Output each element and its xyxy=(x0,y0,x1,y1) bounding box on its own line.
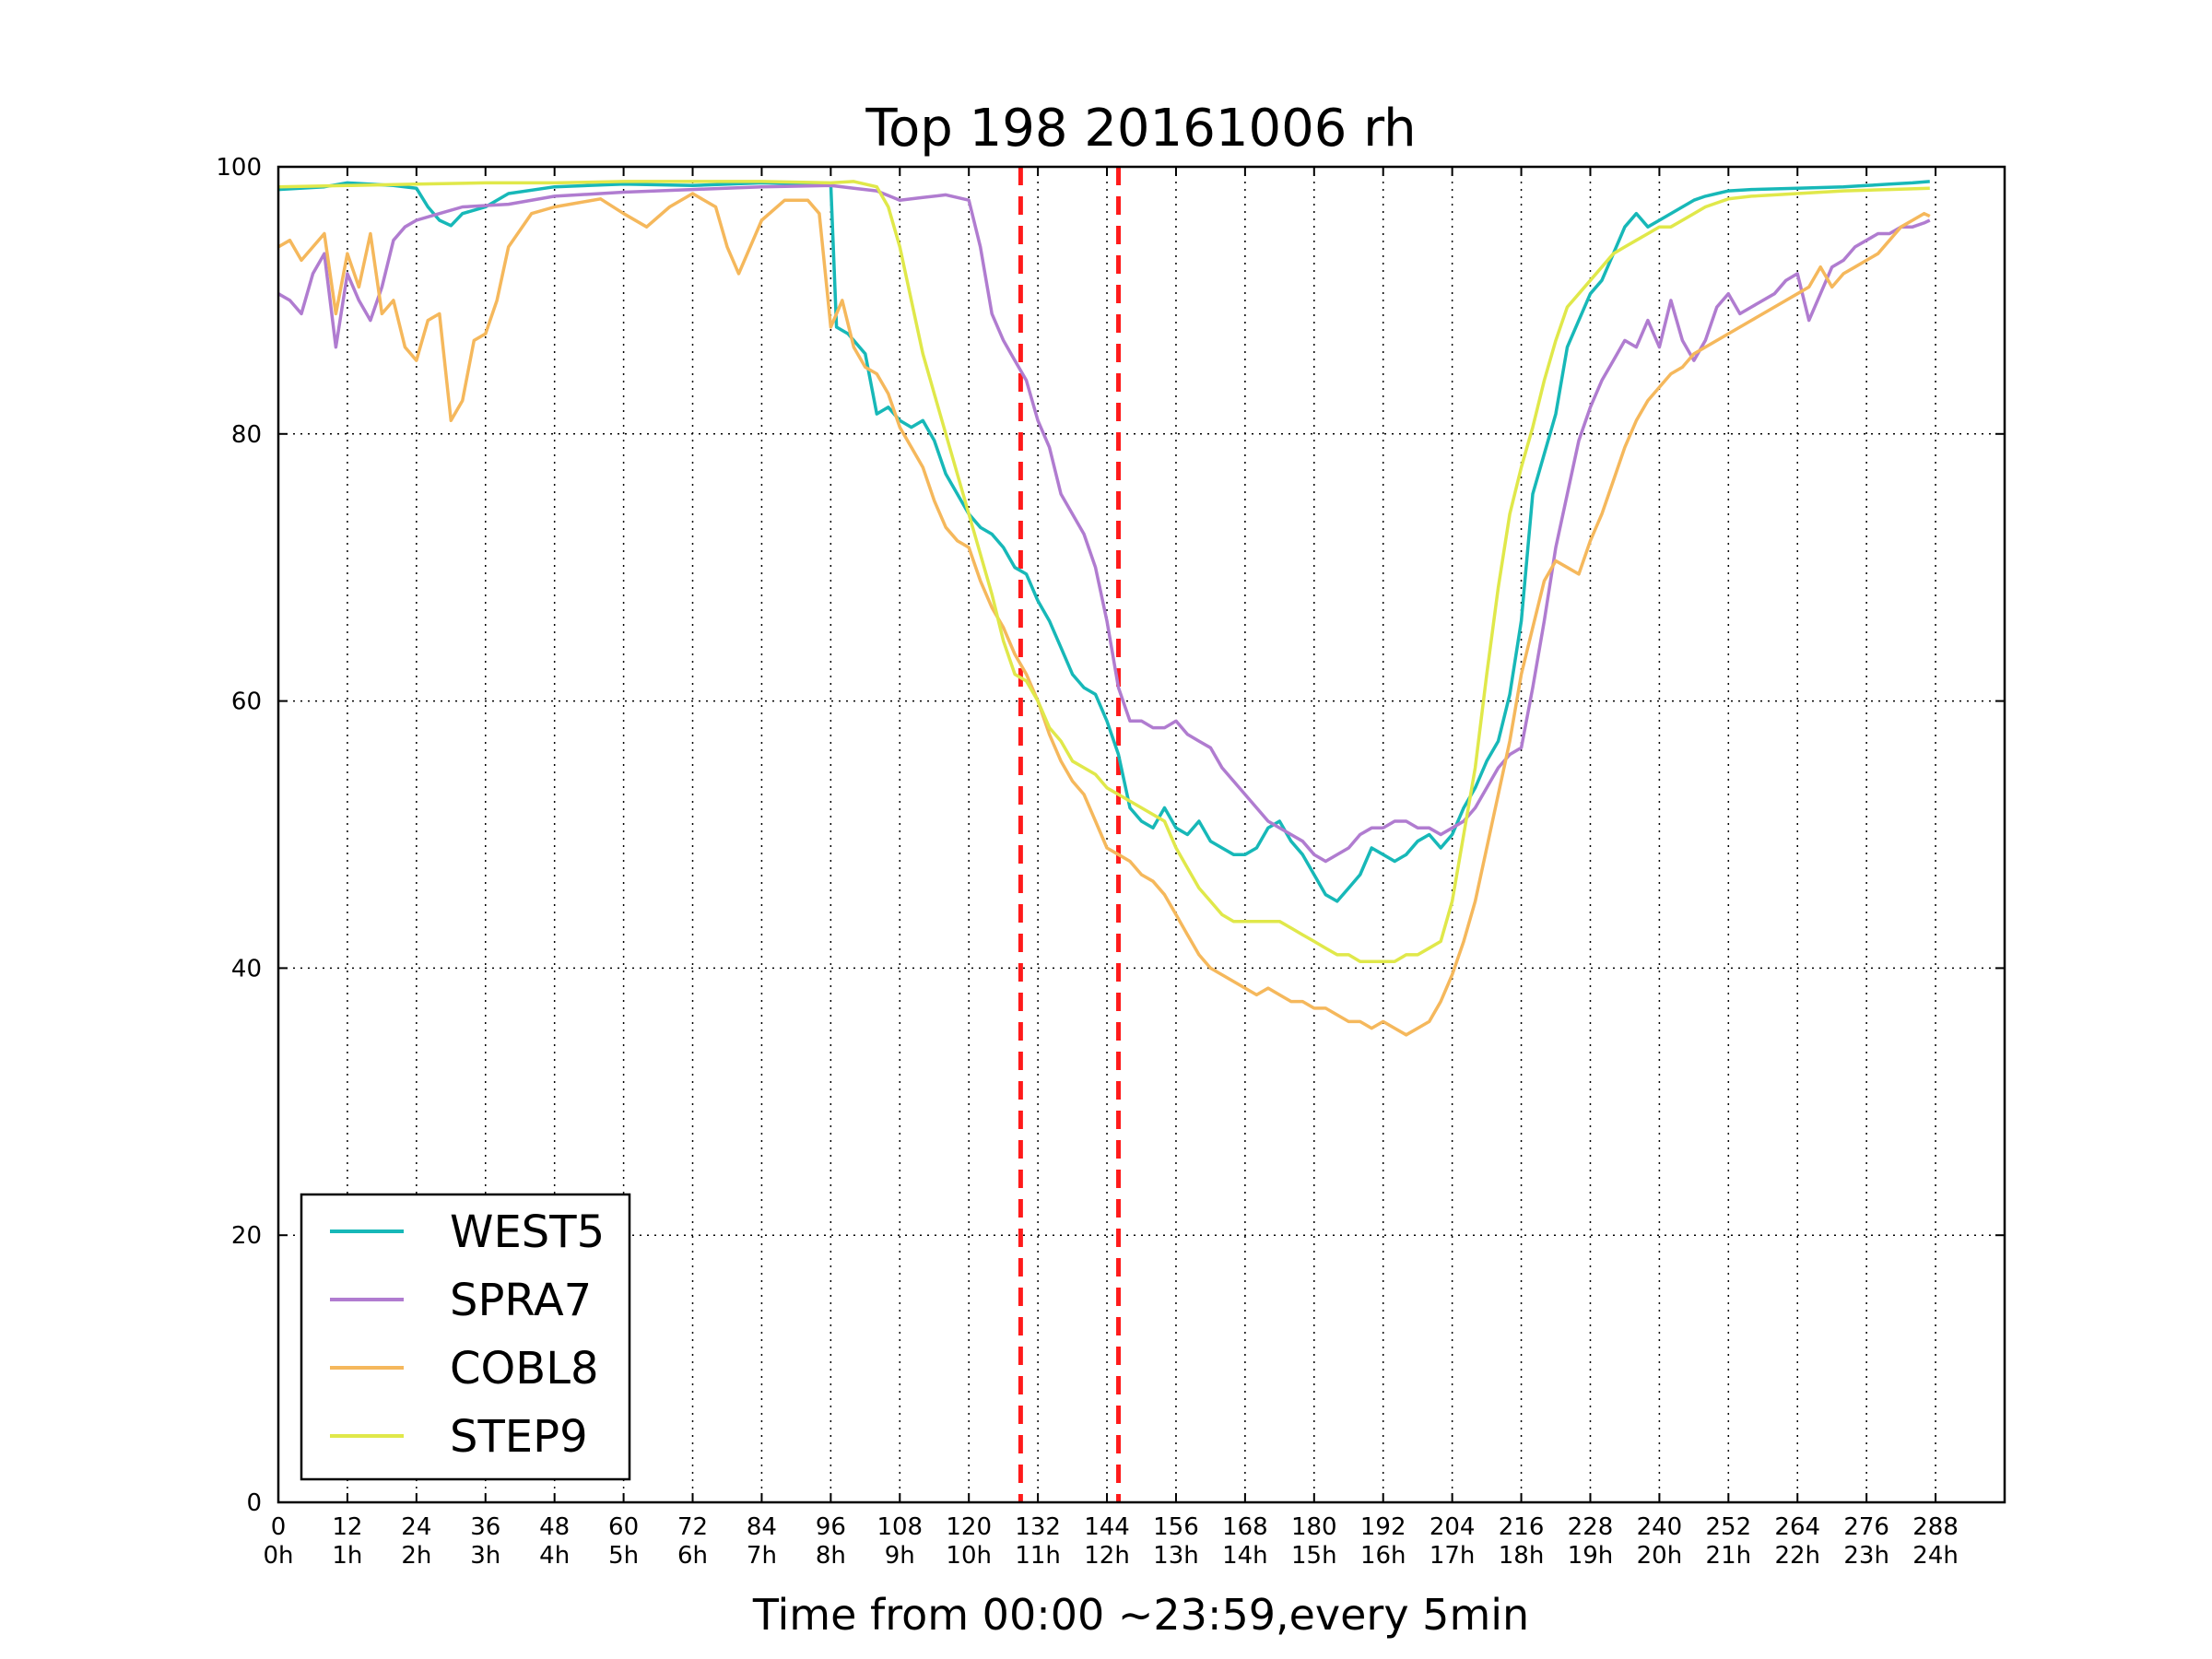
x-tick-label-hour: 10h xyxy=(946,1542,992,1570)
x-tick-label: 252 xyxy=(1705,1513,1751,1541)
y-tick-label: 100 xyxy=(216,154,262,182)
x-tick-label-hour: 2h xyxy=(401,1542,431,1570)
x-tick-label: 228 xyxy=(1568,1513,1614,1541)
x-tick-label: 120 xyxy=(946,1513,992,1541)
x-tick-label-hour: 21h xyxy=(1706,1542,1752,1570)
x-tick-label: 264 xyxy=(1774,1513,1820,1541)
x-tick-label: 288 xyxy=(1912,1513,1959,1541)
x-tick-label-hour: 5h xyxy=(608,1542,639,1570)
x-tick-label-hour: 19h xyxy=(1568,1542,1614,1570)
x-tick-label: 180 xyxy=(1291,1513,1337,1541)
x-tick-label: 96 xyxy=(816,1513,846,1541)
x-tick-label: 132 xyxy=(1015,1513,1061,1541)
x-tick-label-hour: 8h xyxy=(816,1542,846,1570)
plot-frame xyxy=(276,165,2006,1504)
x-tick-label-hour: 20h xyxy=(1637,1542,1683,1570)
legend-label-cobl8: COBL8 xyxy=(450,1343,599,1394)
x-tick-label-hour: 14h xyxy=(1222,1542,1268,1570)
x-tick-label: 12 xyxy=(332,1513,362,1541)
x-axis-label: Time from 00:00 ~23:59,every 5min xyxy=(752,1590,1529,1640)
x-tick-label: 144 xyxy=(1084,1513,1130,1541)
x-tick-label-hour: 24h xyxy=(1912,1542,1959,1570)
chart-title: Top 198 20161006 rh xyxy=(865,99,1416,159)
series-line-spra7 xyxy=(277,183,1931,864)
x-tick-label-hour: 4h xyxy=(539,1542,570,1570)
y-tick-label: 60 xyxy=(231,688,262,716)
x-tick-label-hour: 23h xyxy=(1843,1542,1889,1570)
y-tick-label: 0 xyxy=(246,1489,262,1517)
x-tick-label: 240 xyxy=(1637,1513,1683,1541)
x-tick-label-hour: 7h xyxy=(747,1542,777,1570)
x-tick-label-hour: 17h xyxy=(1430,1542,1476,1570)
x-tick-label-hour: 0h xyxy=(263,1542,293,1570)
x-tick-label: 84 xyxy=(747,1513,777,1541)
legend-label-step9: STEP9 xyxy=(450,1411,588,1463)
legend-label-west5: WEST5 xyxy=(450,1206,605,1258)
x-tick-label-hour: 1h xyxy=(332,1542,362,1570)
x-tick-label-hour: 13h xyxy=(1153,1542,1199,1570)
y-tick-label: 40 xyxy=(231,955,262,982)
x-tick-label: 156 xyxy=(1153,1513,1199,1541)
vertical-markers xyxy=(1018,167,1122,1502)
x-tick-label-hour: 15h xyxy=(1291,1542,1337,1570)
legend-box xyxy=(300,1193,631,1481)
x-tick-label-hour: 11h xyxy=(1015,1542,1061,1570)
x-tick-label-hour: 12h xyxy=(1084,1542,1130,1570)
x-tick-label-hour: 6h xyxy=(677,1542,708,1570)
x-tick-label-hour: 3h xyxy=(470,1542,500,1570)
x-tick-label: 204 xyxy=(1430,1513,1476,1541)
x-tick-label: 216 xyxy=(1499,1513,1545,1541)
x-tick-label: 168 xyxy=(1222,1513,1268,1541)
y-tick-label: 80 xyxy=(231,421,262,449)
x-tick-label: 108 xyxy=(877,1513,923,1541)
x-tick-label-hour: 22h xyxy=(1774,1542,1820,1570)
x-tick-label: 24 xyxy=(401,1513,431,1541)
series-line-step9 xyxy=(277,180,1930,963)
x-tick-label: 60 xyxy=(608,1513,639,1541)
legend: WEST5 SPRA7 COBL8 STEP9 xyxy=(300,1193,631,1481)
x-tick-label: 276 xyxy=(1843,1513,1889,1541)
y-tick-label: 20 xyxy=(231,1222,262,1250)
x-tick-label: 72 xyxy=(677,1513,708,1541)
x-tick-label: 192 xyxy=(1360,1513,1406,1541)
x-tick-label: 48 xyxy=(539,1513,570,1541)
x-tick-label-hour: 16h xyxy=(1360,1542,1406,1570)
x-tick-label-hour: 18h xyxy=(1499,1542,1545,1570)
x-tick-label: 0 xyxy=(271,1513,287,1541)
series-line-cobl8 xyxy=(277,192,1931,1037)
legend-label-spra7: SPRA7 xyxy=(450,1275,592,1326)
series-line-west5 xyxy=(277,180,1930,903)
series-lines xyxy=(277,180,1931,1037)
x-tick-label: 36 xyxy=(470,1513,500,1541)
y-axis-ticks: 0 20 40 60 80 100 xyxy=(216,154,2005,1517)
x-tick-label-hour: 9h xyxy=(885,1542,915,1570)
